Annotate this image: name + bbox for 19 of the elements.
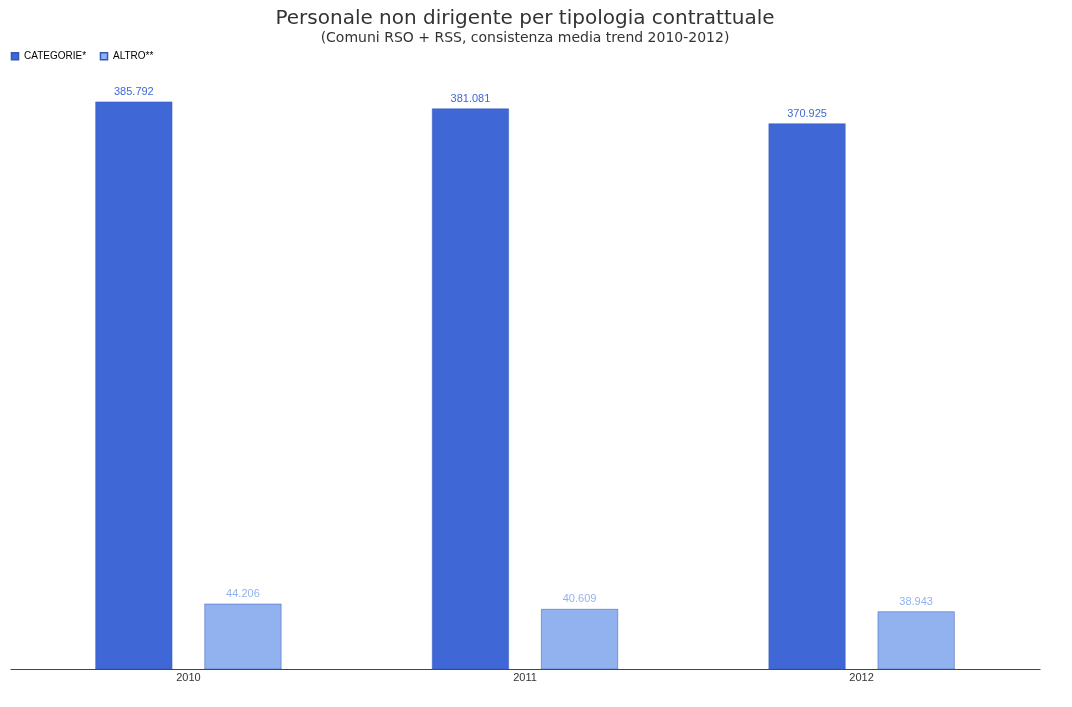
x-tick-label: 2011 [513,670,537,683]
data-label: 385.792 [113,84,154,97]
chart-title: Personale non dirigente per tipologia contrattuale [275,5,775,29]
bar [432,108,509,670]
data-label: 40.609 [562,592,597,605]
data-label: 44.206 [226,587,260,600]
data-label: 381.081 [450,91,491,104]
data-label: 38.943 [899,594,933,607]
legend-label: ALTRO** [113,50,154,62]
bar [768,123,846,670]
bar [877,611,955,670]
x-tick-label: 2010 [176,670,201,683]
bar [541,609,618,670]
legend-label: CATEGORIE* [24,50,87,62]
bar [204,603,282,670]
chart-subtitle: (Comuni RSO + RSS, consistenza media trend 2010-2012) [320,29,730,45]
x-tick-label: 2012 [849,670,874,683]
bar [95,101,173,670]
data-label: 370.925 [787,106,827,119]
